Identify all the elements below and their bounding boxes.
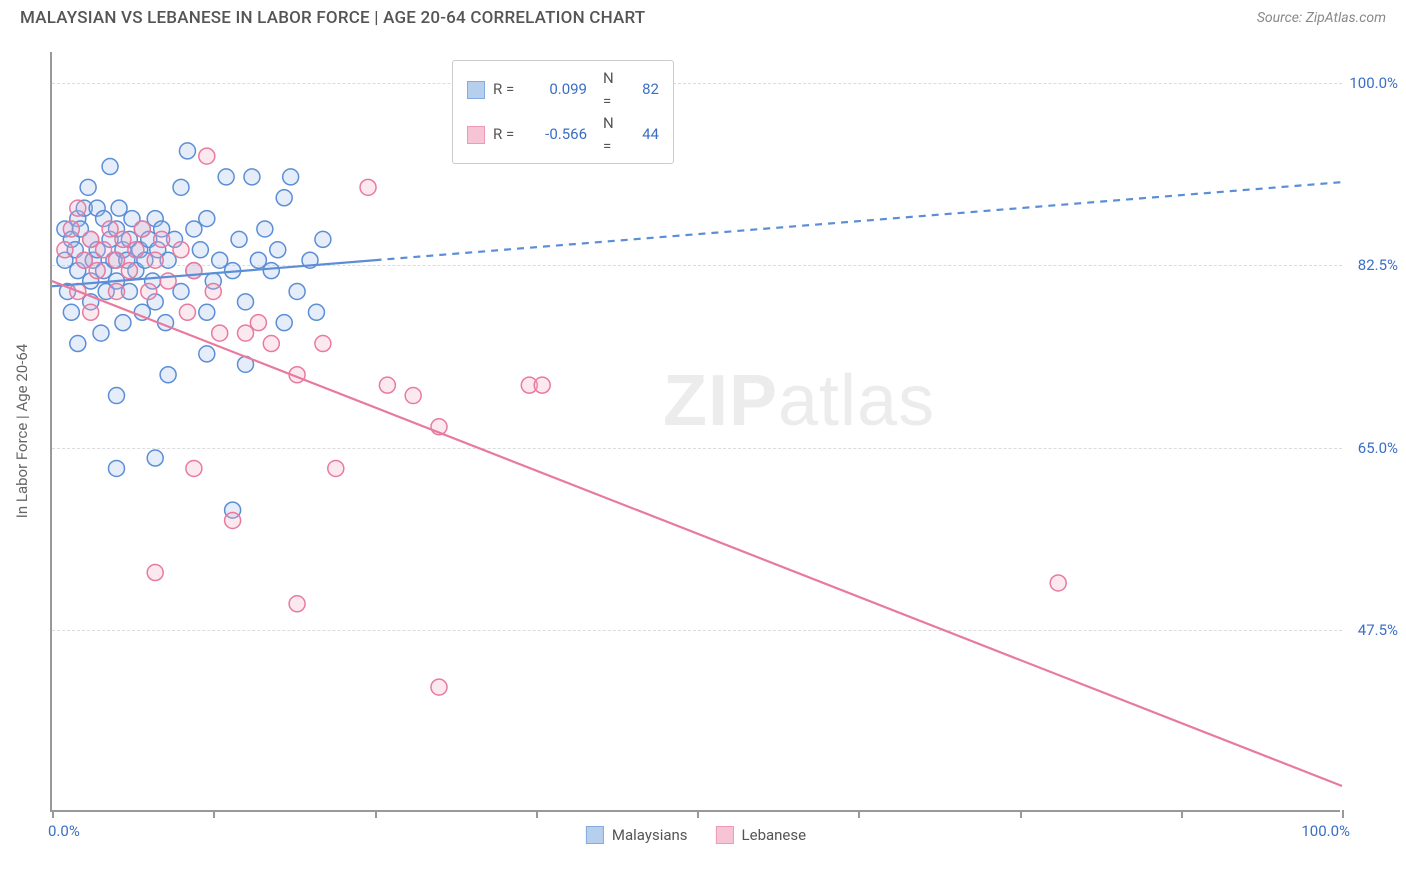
data-point	[186, 460, 202, 476]
legend-row-malaysians: R = 0.099 N = 82	[467, 67, 659, 112]
data-point	[109, 388, 125, 404]
data-point	[225, 512, 241, 528]
y-tick-label: 47.5%	[1358, 621, 1398, 639]
data-point	[134, 221, 150, 237]
data-point	[147, 565, 163, 581]
data-point	[283, 169, 299, 185]
legend-label: Lebanese	[742, 826, 807, 844]
data-point	[109, 460, 125, 476]
data-point	[57, 242, 73, 258]
swatch-malaysians	[586, 826, 604, 844]
n-label: N =	[603, 112, 621, 157]
data-point	[179, 143, 195, 159]
scatter-plot	[52, 52, 1342, 812]
data-point	[121, 263, 137, 279]
chart-container: In Labor Force | Age 20-64 47.5%65.0%82.…	[50, 52, 1386, 842]
data-point	[360, 179, 376, 195]
source-attribution: Source: ZipAtlas.com	[1257, 10, 1386, 26]
data-point	[405, 388, 421, 404]
data-point	[257, 221, 273, 237]
data-point	[192, 242, 208, 258]
trend-line-dashed	[375, 182, 1343, 260]
data-point	[218, 169, 234, 185]
series-legend: Malaysians Lebanese	[586, 826, 806, 844]
data-point	[160, 367, 176, 383]
r-value-malaysians: 0.099	[529, 78, 587, 101]
legend-item-malaysians: Malaysians	[586, 826, 688, 844]
y-axis-title: In Labor Force | Age 20-64	[13, 344, 31, 518]
correlation-legend: R = 0.099 N = 82 R = -0.566 N = 44	[452, 60, 674, 164]
data-point	[289, 283, 305, 299]
data-point	[270, 242, 286, 258]
legend-label: Malaysians	[612, 826, 688, 844]
data-point	[244, 169, 260, 185]
data-point	[431, 679, 447, 695]
data-point	[1050, 575, 1066, 591]
data-point	[199, 346, 215, 362]
r-value-lebanese: -0.566	[529, 123, 587, 146]
data-point	[276, 315, 292, 331]
data-point	[199, 148, 215, 164]
data-point	[115, 315, 131, 331]
data-point	[80, 179, 96, 195]
data-point	[147, 252, 163, 268]
n-value-malaysians: 82	[629, 78, 659, 101]
data-point	[315, 336, 331, 352]
n-value-lebanese: 44	[629, 123, 659, 146]
trend-line	[52, 281, 1342, 786]
data-point	[154, 231, 170, 247]
swatch-malaysians	[467, 81, 485, 99]
data-point	[199, 304, 215, 320]
data-point	[315, 231, 331, 247]
data-point	[63, 304, 79, 320]
data-point	[328, 460, 344, 476]
data-point	[212, 325, 228, 341]
data-point	[238, 294, 254, 310]
data-point	[173, 242, 189, 258]
r-label: R =	[493, 123, 521, 146]
data-point	[263, 263, 279, 279]
data-point	[179, 304, 195, 320]
data-point	[173, 179, 189, 195]
legend-row-lebanese: R = -0.566 N = 44	[467, 112, 659, 157]
n-label: N =	[603, 67, 621, 112]
data-point	[70, 200, 86, 216]
plot-frame: In Labor Force | Age 20-64 47.5%65.0%82.…	[50, 52, 1340, 812]
y-tick-label: 65.0%	[1358, 439, 1398, 457]
y-tick-label: 100.0%	[1349, 74, 1398, 92]
data-point	[231, 231, 247, 247]
chart-title: MALAYSIAN VS LEBANESE IN LABOR FORCE | A…	[20, 8, 645, 28]
data-point	[70, 336, 86, 352]
data-point	[263, 336, 279, 352]
data-point	[102, 159, 118, 175]
data-point	[89, 263, 105, 279]
swatch-lebanese	[716, 826, 734, 844]
data-point	[205, 283, 221, 299]
y-tick-label: 82.5%	[1358, 256, 1398, 274]
data-point	[128, 242, 144, 258]
data-point	[109, 283, 125, 299]
data-point	[250, 315, 266, 331]
data-point	[199, 211, 215, 227]
legend-item-lebanese: Lebanese	[716, 826, 807, 844]
data-point	[534, 377, 550, 393]
x-axis-end-label: 100.0%	[1301, 822, 1350, 840]
data-point	[63, 221, 79, 237]
data-point	[93, 325, 109, 341]
data-point	[276, 190, 292, 206]
data-point	[308, 304, 324, 320]
r-label: R =	[493, 78, 521, 101]
data-point	[289, 596, 305, 612]
x-axis-start-label: 0.0%	[48, 822, 80, 840]
data-point	[141, 283, 157, 299]
data-point	[147, 450, 163, 466]
data-point	[379, 377, 395, 393]
data-point	[83, 304, 99, 320]
x-tick	[1342, 810, 1344, 818]
swatch-lebanese	[467, 126, 485, 144]
